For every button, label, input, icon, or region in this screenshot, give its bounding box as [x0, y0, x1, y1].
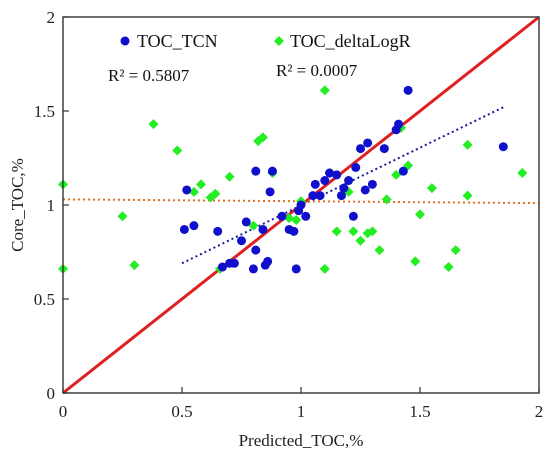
toc-deltalogr-point: [319, 85, 330, 96]
x-tick-label: 2: [535, 402, 544, 421]
toc-deltalogr-point: [381, 194, 392, 205]
toc-deltalogr-point: [517, 168, 528, 179]
toc-tcn-point: [336, 191, 346, 201]
toc-deltalogr-point: [462, 139, 473, 150]
x-tick-label: 1.5: [409, 402, 430, 421]
toc-tcn-point: [351, 162, 361, 172]
toc-tcn-point: [308, 191, 318, 201]
toc-tcn-point: [179, 224, 189, 234]
r2-annotation-toc-deltalogr: R² = 0.0007: [276, 61, 358, 80]
toc-tcn-point: [182, 185, 192, 195]
toc-deltalogr-point: [331, 226, 342, 237]
data-points-layer: [58, 85, 528, 274]
y-axis-title: Core_TOC,%: [8, 158, 27, 252]
toc-deltalogr-point: [391, 169, 402, 180]
toc-tcn-point: [379, 144, 389, 154]
toc-deltalogr-point: [374, 245, 385, 256]
toc-tcn-point: [213, 226, 223, 236]
toc-deltalogr-point: [188, 186, 199, 197]
toc-deltalogr-point: [443, 262, 454, 273]
x-tick-label: 0: [59, 402, 68, 421]
toc-deltalogr-point: [248, 220, 259, 231]
toc-deltalogr-point: [210, 188, 221, 199]
toc-tcn-point: [315, 191, 325, 201]
toc-tcn-point: [189, 221, 199, 231]
toc-tcn-point: [325, 168, 335, 178]
toc-tcn-point: [310, 179, 320, 189]
toc-deltalogr-point: [224, 171, 235, 182]
toc-deltalogr-point: [462, 190, 473, 201]
toc-tcn-point: [344, 176, 354, 186]
toc-deltalogr-point: [426, 183, 437, 194]
toc-deltalogr-point: [415, 209, 425, 220]
toc-deltalogr-point: [129, 260, 140, 271]
toc-tcn-point: [265, 187, 275, 197]
toc-deltalogr-point: [117, 211, 128, 222]
toc-tcn-point: [277, 211, 287, 221]
toc-tcn-point: [289, 226, 299, 236]
toc-deltalogr-point: [148, 119, 159, 130]
legend-marker-toc-tcn: [120, 36, 130, 46]
toc-tcn-point: [320, 176, 330, 186]
toc-deltalogr-point: [291, 215, 302, 226]
toc-deltalogr-point: [410, 256, 421, 267]
y-tick-label: 1.5: [34, 102, 55, 121]
toc-tcn-point: [363, 138, 373, 148]
toc-tcn-point: [332, 170, 342, 180]
x-tick-label: 0.5: [171, 402, 192, 421]
toc-deltalogr-point: [450, 245, 461, 256]
toc-deltalogr-point: [284, 213, 295, 224]
toc-tcn-point: [360, 185, 370, 195]
y-tick-label: 1: [47, 196, 56, 215]
toc-deltalogr-point: [367, 226, 378, 237]
y-tick-label: 0: [47, 384, 56, 403]
x-axis-title: Predicted_TOC,%: [239, 431, 364, 450]
toc-tcn-point: [263, 256, 273, 266]
legend: TOC_TCN TOC_deltaLogR: [120, 31, 411, 51]
legend-label-toc-tcn: TOC_TCN: [137, 31, 218, 51]
r2-annotation-toc-tcn: R² = 0.5807: [108, 66, 190, 85]
toc-tcn-point: [229, 258, 239, 268]
toc-tcn-point: [296, 200, 306, 210]
toc-tcn-point: [356, 144, 365, 154]
y-tick-label: 0.5: [34, 290, 55, 309]
toc-deltalogr-point: [172, 145, 183, 156]
toc-tcn-point: [248, 264, 258, 274]
toc-tcn-point: [291, 264, 301, 274]
toc-deltalogr-point: [257, 132, 268, 143]
toc-deltalogr-point: [348, 226, 359, 237]
toc-deltalogr-point: [196, 179, 207, 190]
toc-tcn-point: [498, 142, 508, 152]
legend-marker-toc-deltalogr: [274, 36, 284, 46]
legend-label-toc-deltalogr: TOC_deltaLogR: [290, 31, 411, 51]
toc-tcn-point: [367, 179, 377, 189]
y-tick-label: 2: [47, 8, 56, 27]
toc-tcn-point: [339, 183, 349, 193]
axis-ticks-layer: 0 0.5 1 1.5 2 0 0.5 1 1.5 2: [34, 8, 544, 421]
toc-tcn-point: [348, 211, 358, 221]
toc-tcn-point: [267, 166, 277, 176]
toc-deltalogr-trend-line: [62, 198, 540, 205]
toc-deltalogr-point: [355, 235, 366, 246]
toc-tcn-point: [301, 211, 311, 221]
toc-tcn-point: [394, 119, 404, 129]
x-tick-label: 1: [297, 402, 306, 421]
toc-tcn-point: [398, 166, 408, 176]
toc-tcn-point: [403, 85, 413, 95]
toc-deltalogr-point: [319, 263, 330, 274]
toc-tcn-point: [241, 217, 251, 227]
toc-tcn-point: [251, 245, 261, 255]
toc-tcn-point: [237, 236, 246, 246]
toc-tcn-point: [217, 262, 227, 272]
toc-tcn-point: [258, 224, 268, 234]
toc-tcn-point: [251, 166, 261, 176]
